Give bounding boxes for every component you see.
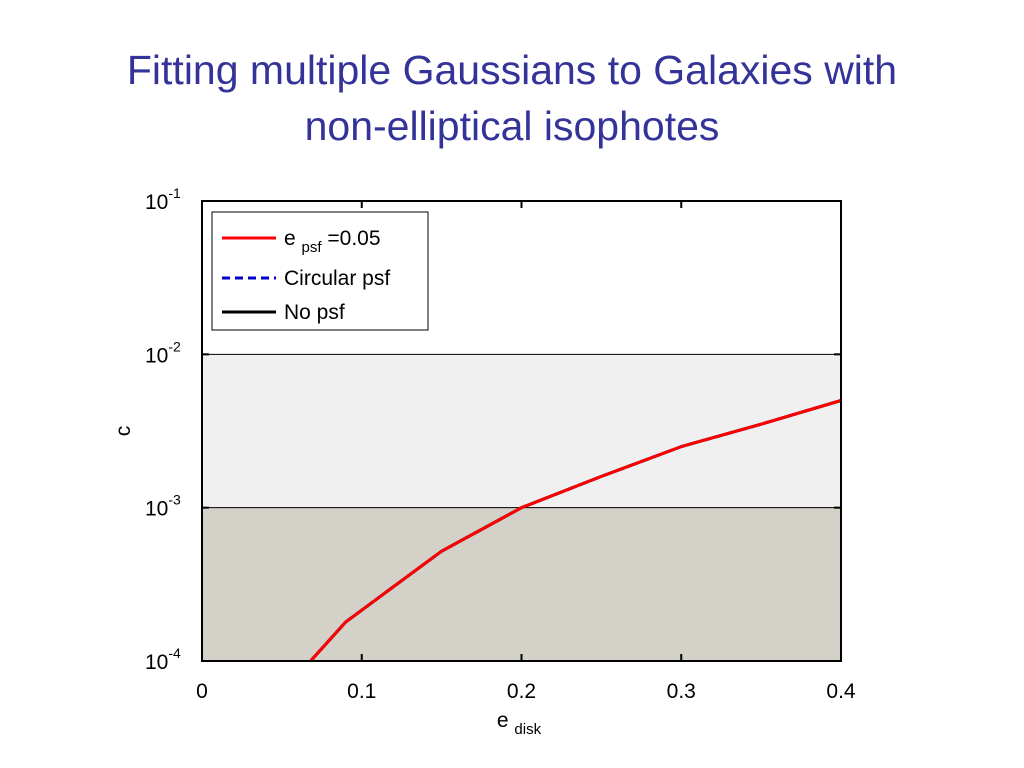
x-tick-label-0: 0 (196, 680, 208, 703)
y-tick-label-2: 10-3 (145, 492, 181, 521)
series-layer (309, 399, 841, 661)
slide-title-line-1: Fitting multiple Gaussians to Galaxies w… (126, 47, 898, 93)
legend: e psf =0.05 Circular psf No psf (211, 211, 429, 331)
series-line-0 (309, 399, 841, 661)
y-tick-label-1: 10-2 (145, 338, 181, 367)
x-tick-label-1: 0.1 (347, 680, 376, 703)
legend-label-no-psf: No psf (284, 301, 345, 324)
y-tick-label-base-3: 10 (145, 651, 168, 674)
legend-label-epsf-suffix: =0.05 (327, 227, 380, 250)
y-tick-label-3: 10-4 (145, 645, 181, 674)
legend-label-epsf-main: e (284, 227, 296, 250)
slide-title: Fitting multiple Gaussians to Galaxies w… (40, 42, 984, 154)
y-axis-label: c (112, 426, 135, 437)
legend-label-epsf: e psf =0.05 (284, 227, 381, 257)
axis-ticks (201, 200, 842, 662)
tick-labels: 0 0.1 0.2 0.3 0.410-110-210-310-4 (145, 185, 856, 703)
y-tick-label-exp-3: -4 (168, 645, 181, 661)
y-tick-label-base-2: 10 (145, 498, 168, 521)
legend-box (211, 211, 429, 331)
background-band-0 (202, 354, 841, 508)
y-tick-label-exp-2: -3 (168, 492, 181, 508)
x-axis-label: e disk (497, 709, 542, 738)
x-axis-label-sub: disk (514, 721, 541, 738)
x-tick-label-4: 0.4 (826, 680, 856, 703)
x-axis-label-main: e (497, 709, 509, 732)
legend-label-circular-psf: Circular psf (284, 267, 390, 290)
legend-label-epsf-sub: psf (302, 239, 323, 256)
x-tick-label-3: 0.3 (667, 680, 696, 703)
y-tick-label-exp-1: -2 (168, 338, 181, 354)
background-band-1 (202, 507, 841, 661)
slide-title-line-2: non-elliptical isophotes (304, 103, 720, 149)
x-tick-label-2: 0.2 (507, 680, 536, 703)
y-tick-label-0: 10-1 (145, 185, 181, 214)
y-tick-label-exp-0: -1 (168, 185, 181, 201)
y-tick-label-base-0: 10 (145, 191, 168, 214)
y-tick-label-base-1: 10 (145, 344, 168, 367)
